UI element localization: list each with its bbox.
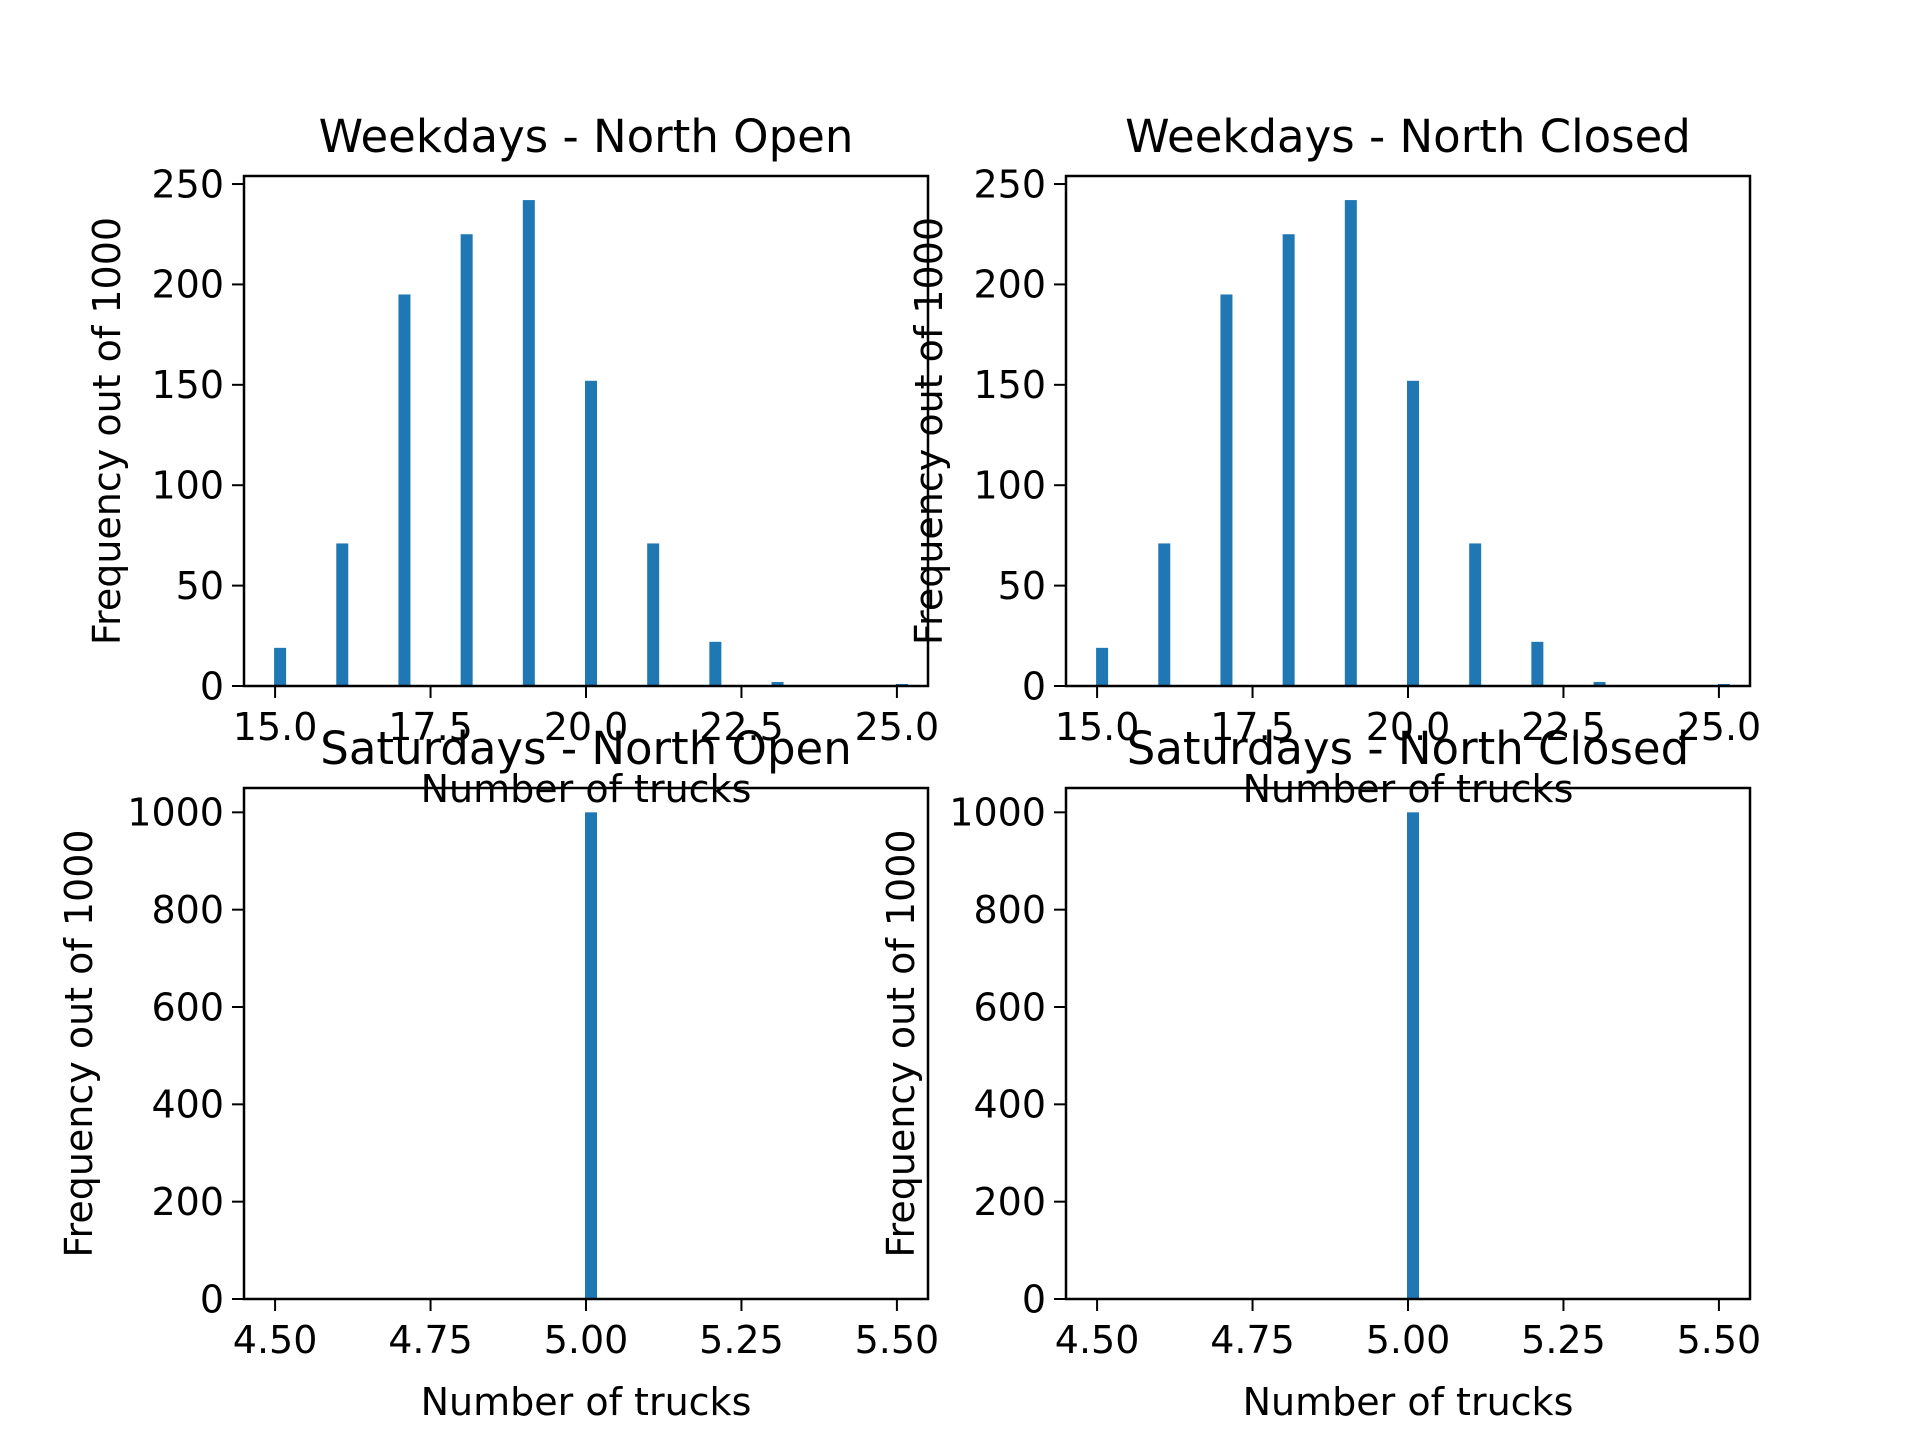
y-tick-label: 250 <box>151 162 224 206</box>
y-tick-label: 600 <box>151 985 224 1029</box>
x-tick-label: 15.0 <box>1055 705 1140 749</box>
x-tick-label: 4.50 <box>1055 1318 1140 1362</box>
subplot-title: Weekdays - North Closed <box>1125 110 1691 163</box>
y-tick-label: 800 <box>151 888 224 932</box>
bar <box>1282 234 1295 687</box>
y-tick-label: 600 <box>973 985 1046 1029</box>
x-tick-label: 5.00 <box>544 1318 629 1362</box>
subplot-4: 0 200 400 600 800 1000 4.50 4.75 5.00 5.25 5.50 Num… <box>879 722 1761 1424</box>
x-tick-label: 22.5 <box>699 705 784 749</box>
y-tick-label: 800 <box>973 888 1046 932</box>
bar <box>522 200 535 686</box>
y-axis-label: Frequency out of 1000 <box>879 829 923 1257</box>
x-tick-label: 15.0 <box>233 705 318 749</box>
bar <box>274 647 287 686</box>
x-tick-label: 4.75 <box>388 1318 473 1362</box>
y-tick-label: 0 <box>1022 664 1046 708</box>
bar <box>1158 543 1171 686</box>
y-tick-label: 1000 <box>127 791 224 835</box>
x-tick-label: 5.50 <box>1677 1318 1762 1362</box>
bar <box>709 641 722 686</box>
x-tick-label: 5.25 <box>699 1318 784 1362</box>
bar <box>585 812 597 1299</box>
y-tick-label: 150 <box>973 363 1046 407</box>
y-tick-label: 50 <box>176 564 224 608</box>
y-axis-label: Frequency out of 1000 <box>85 217 129 645</box>
x-tick-label: 5.25 <box>1521 1318 1606 1362</box>
bar <box>1593 681 1606 686</box>
y-tick-label: 200 <box>151 1180 224 1224</box>
y-tick-label: 50 <box>998 564 1046 608</box>
bar <box>1220 294 1233 686</box>
x-tick-label: 25.0 <box>1677 705 1762 749</box>
x-tick-label: 20.0 <box>544 705 629 749</box>
bar <box>1531 641 1544 686</box>
x-tick-label: 5.50 <box>855 1318 940 1362</box>
subplot-title: Saturdays - North Open <box>320 722 851 775</box>
subplot-3: 0 200 400 600 800 1000 4.50 4.75 5.00 5.25 5.50 Num… <box>57 722 939 1424</box>
y-tick-label: 400 <box>973 1083 1046 1127</box>
x-tick-label: 4.50 <box>233 1318 318 1362</box>
x-tick-label: 22.5 <box>1521 705 1606 749</box>
y-tick-label: 100 <box>973 464 1046 508</box>
bar <box>1096 647 1109 686</box>
bar <box>771 681 784 686</box>
x-tick-label: 5.00 <box>1366 1318 1451 1362</box>
y-tick-label: 250 <box>973 162 1046 206</box>
bar <box>1407 380 1419 686</box>
y-tick-label: 200 <box>973 1180 1046 1224</box>
x-axis-label: Number of trucks <box>1243 1380 1574 1424</box>
y-axis-label: Frequency out of 1000 <box>57 829 101 1257</box>
y-tick-label: 200 <box>973 263 1046 307</box>
x-tick-label: 17.5 <box>388 705 473 749</box>
bar <box>1344 200 1357 686</box>
bar <box>398 294 411 686</box>
x-tick-label: 25.0 <box>855 705 940 749</box>
y-tick-label: 0 <box>200 1277 224 1321</box>
x-tick-label: 4.75 <box>1210 1318 1295 1362</box>
y-tick-label: 400 <box>151 1083 224 1127</box>
x-tick-label: 20.0 <box>1366 705 1451 749</box>
y-tick-label: 0 <box>1022 1277 1046 1321</box>
y-tick-label: 200 <box>151 263 224 307</box>
bar <box>1407 812 1419 1299</box>
y-axis-label: Frequency out of 1000 <box>907 217 951 645</box>
y-tick-label: 0 <box>200 664 224 708</box>
bar <box>647 543 660 686</box>
bar <box>336 543 349 686</box>
bar <box>585 380 597 686</box>
bar <box>1469 543 1482 686</box>
x-tick-label: 17.5 <box>1210 705 1295 749</box>
y-tick-label: 100 <box>151 464 224 508</box>
subplot-title: Weekdays - North Open <box>319 110 854 163</box>
subplot-title: Saturdays - North Closed <box>1127 722 1689 775</box>
y-tick-label: 150 <box>151 363 224 407</box>
y-tick-label: 1000 <box>949 791 1046 835</box>
x-axis-label: Number of trucks <box>421 1380 752 1424</box>
bar <box>460 234 473 687</box>
